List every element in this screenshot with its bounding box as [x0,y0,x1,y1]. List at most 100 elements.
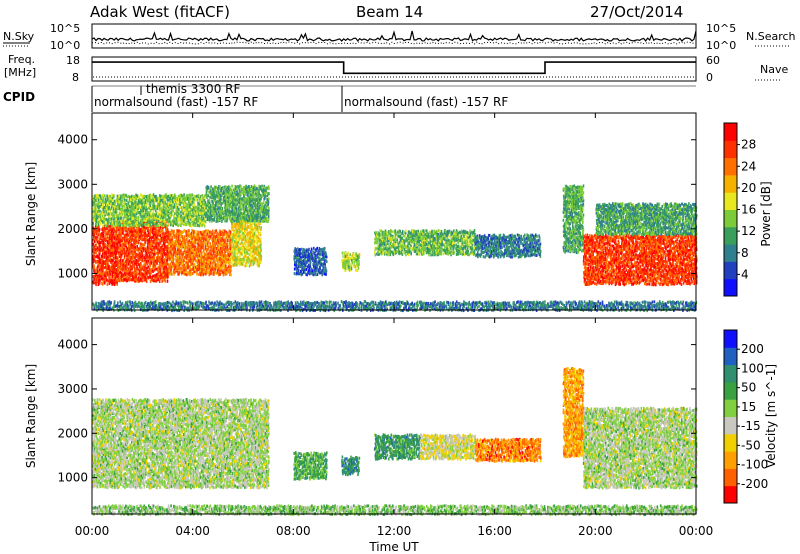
nave-tick-bottom: 0 [706,71,713,84]
data-cell [114,228,116,231]
data-cell [111,225,113,228]
data-cell [162,229,164,232]
data-cell [164,272,166,275]
data-cell [158,232,160,235]
data-cell [140,264,142,267]
data-cell [93,248,95,251]
data-cell [94,240,96,243]
data-cell [140,242,142,245]
data-cell [112,240,114,243]
data-cell [111,245,113,248]
data-cell [93,254,95,257]
data-cell [152,270,154,273]
data-cell [150,280,152,283]
nave-tick-top: 60 [706,54,720,67]
data-cell [126,264,128,267]
data-cell [99,279,101,282]
data-cell [102,264,104,267]
cpid-segment-2: normalsound (fast) -157 RF [344,95,508,109]
data-cell [153,225,155,228]
data-cell [129,244,131,247]
data-cell [132,238,134,241]
data-cell [150,234,152,237]
nsky-tick-bottom: 10^0 [50,39,80,52]
data-cell [105,236,107,239]
data-cell [156,230,158,233]
data-cell [108,245,110,248]
data-cell [129,251,131,254]
data-cell [126,236,128,239]
data-cell [160,277,162,280]
data-cell [137,256,139,259]
radar-title: Adak West (fitACF) [90,3,230,21]
data-cell [131,261,133,264]
data-cell [114,264,116,267]
data-cell [96,260,98,263]
data-cell [107,283,109,286]
data-cell [112,275,114,278]
nsearch-tick-top: 10^5 [706,22,736,35]
data-cell [158,238,160,241]
data-cell [102,255,104,258]
data-cell [145,265,147,268]
data-cell [152,275,154,278]
data-cell [159,246,161,249]
data-cell [135,268,137,271]
data-cell [142,259,144,262]
data-cell [113,257,115,260]
data-cell [136,273,138,276]
data-cell [132,234,134,237]
data-cell [116,256,118,259]
data-cell [93,264,95,267]
data-cell [109,273,111,276]
freq-tick-bottom: 8 [72,71,79,84]
data-cell [143,232,145,235]
data-cell [143,247,145,250]
data-cell [105,243,107,246]
data-cell [121,278,123,281]
data-cell [108,240,110,243]
data-cell [126,276,128,279]
data-cell [154,250,156,253]
nave-label: Nave [760,63,788,76]
data-cell [116,250,118,253]
data-cell [120,248,122,251]
data-cell [146,238,148,241]
data-cell [104,266,106,269]
cpid-segment-1: normalsound (fast) -157 RF [94,95,258,109]
data-cell [106,279,108,282]
cpid-strip: CPID themis 3300 RF normalsound (fast) -… [3,82,696,112]
nsearch-series [92,42,696,44]
data-cell [99,228,101,231]
data-cell [93,243,95,246]
nsky-label: N.Sky [3,30,35,43]
data-cell [125,272,127,275]
cpid-note: themis 3300 RF [146,82,240,96]
data-cell [150,275,152,278]
freq-tick-top: 18 [66,54,80,67]
data-cell [97,246,99,249]
data-cell [164,258,166,261]
nsky-tick-top: 10^5 [50,22,80,35]
data-cell [145,248,147,251]
power-panel: Slant Range [km] 1000200030004000 [24,113,698,312]
data-cell [97,275,99,278]
data-cell [120,271,122,274]
data-cell [103,260,105,263]
freq-series [92,62,696,73]
date-label: 27/Oct/2014 [590,3,683,21]
nsky-series [92,31,696,41]
data-cell [136,265,138,268]
data-cell [160,268,162,271]
freq-label-2: [MHz] [4,66,36,79]
data-cell [107,256,109,259]
data-cell [162,255,164,258]
data-cell [152,252,154,255]
data-cell [122,237,124,240]
data-cell [109,279,111,282]
data-cell [103,234,105,237]
data-cell [162,232,164,235]
data-cell [98,233,100,236]
data-cell [101,263,103,266]
data-cell [102,283,104,286]
